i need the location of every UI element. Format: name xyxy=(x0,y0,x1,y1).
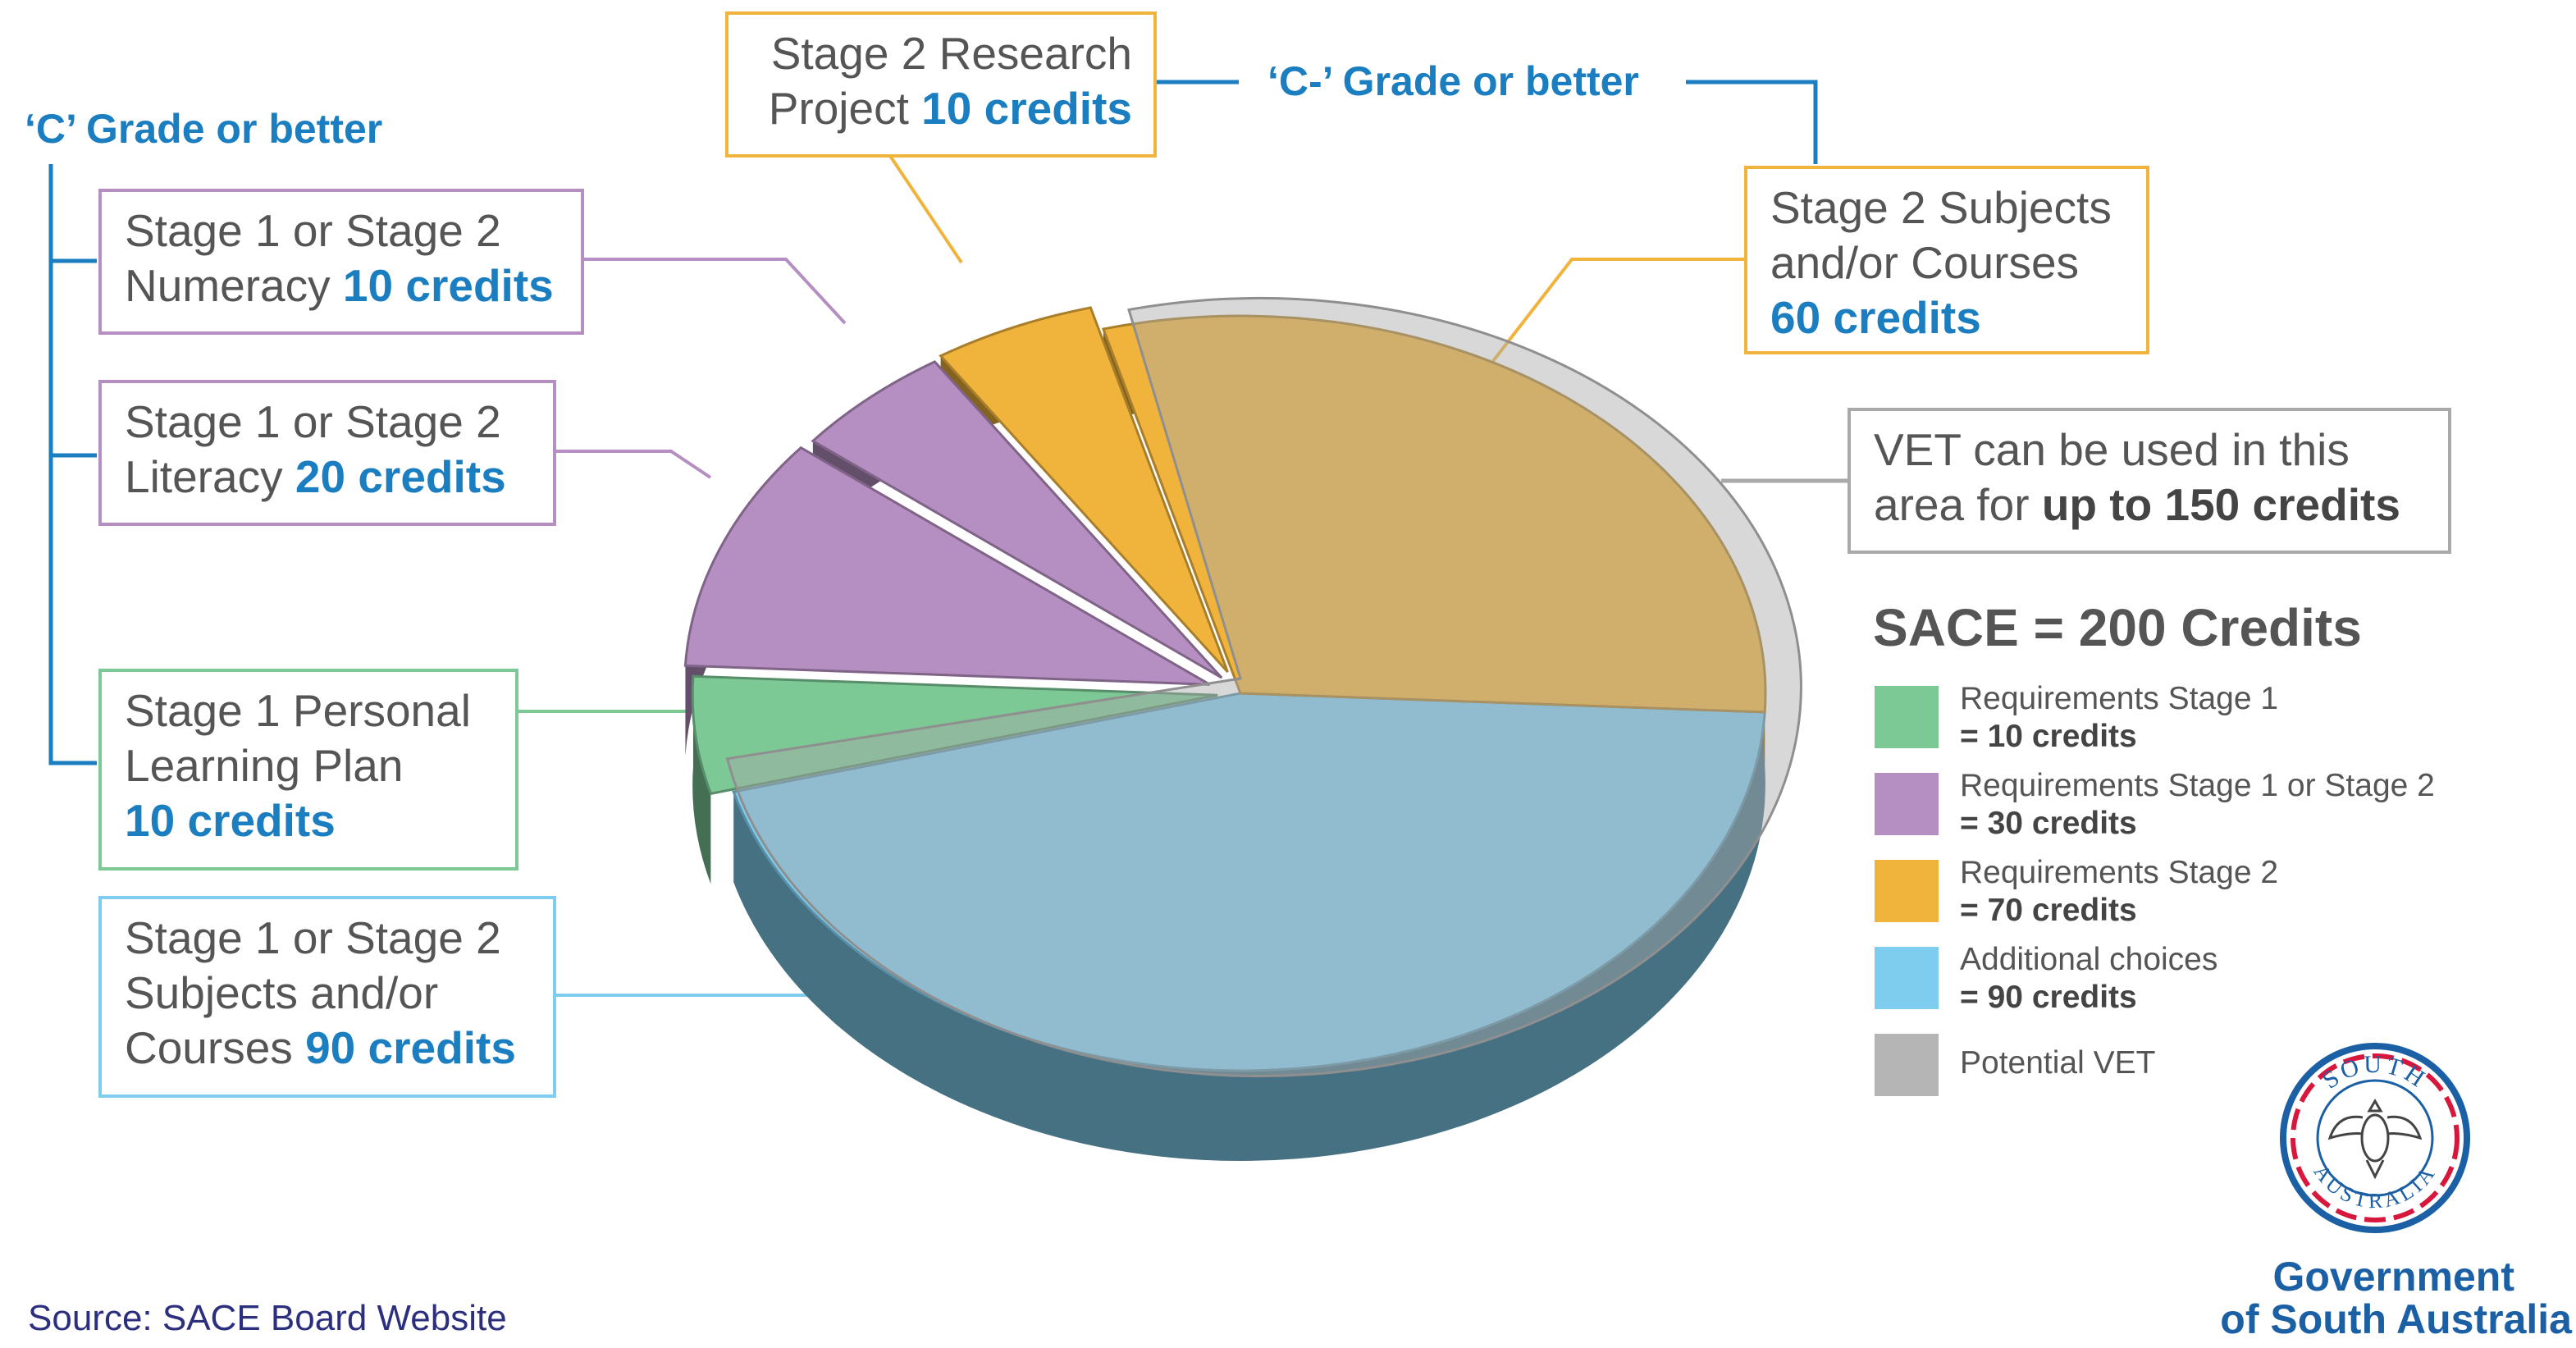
pie-slice xyxy=(939,306,1229,673)
stage2-line2: and/or Courses xyxy=(1770,237,2080,288)
pie-slice-wall xyxy=(692,676,711,884)
legend-value: = 90 credits xyxy=(1960,980,2137,1015)
callout-subjects-courses: Stage 1 or Stage 2 Subjects and/or Cours… xyxy=(98,896,556,1098)
c-minus-grade-label: ‘C-’ Grade or better xyxy=(1267,58,1639,104)
legend-swatch xyxy=(1875,947,1939,1009)
callout-research-project: Stage 2 Research Project 10 credits xyxy=(725,11,1157,158)
research-line1: Stage 2 Research xyxy=(770,28,1132,79)
legend-value: = 70 credits xyxy=(1960,893,2137,928)
callout-vet: VET can be used in this area for up to 1… xyxy=(1848,408,2451,554)
connector-numeracy xyxy=(584,258,847,325)
callout-stage2-subjects: Stage 2 Subjects and/or Courses 60 credi… xyxy=(1744,166,2149,354)
callout-numeracy: Stage 1 or Stage 2 Numeracy 10 credits xyxy=(98,189,584,335)
callout-connectors xyxy=(48,80,1848,997)
literacy-credits: 20 credits xyxy=(295,451,506,502)
subjects-line2: Subjects and/or xyxy=(125,967,439,1018)
legend-label: Requirements Stage 2 xyxy=(1960,855,2279,890)
legend-label: Requirements Stage 1 xyxy=(1960,681,2279,716)
callout-personal-learning-plan: Stage 1 Personal Learning Plan 10 credit… xyxy=(98,669,518,870)
subjects-line3: Courses xyxy=(125,1022,293,1073)
pie-slice-wall xyxy=(733,711,1765,1162)
legend-label: Requirements Stage 1 or Stage 2 xyxy=(1960,768,2435,803)
research-line2: Project xyxy=(768,83,909,134)
grade-bracket-left xyxy=(48,164,97,765)
legend-value: = 10 credits xyxy=(1960,719,2137,754)
south-australia-seal: SOUTH AUSTRALIA xyxy=(2280,1043,2470,1233)
plp-credits: 10 credits xyxy=(125,795,336,846)
callout-literacy: Stage 1 or Stage 2 Literacy 20 credits xyxy=(98,380,556,526)
stage2-credits: 60 credits xyxy=(1770,292,1981,343)
subjects-credits: 90 credits xyxy=(305,1022,516,1073)
government-wordmark: Government of South Australia xyxy=(2166,1255,2572,1341)
numeracy-credits: 10 credits xyxy=(342,260,554,311)
pie-slice xyxy=(691,674,1218,796)
piping-shrike-icon xyxy=(2327,1099,2423,1180)
gov-line2: of South Australia xyxy=(2220,1296,2572,1342)
research-credits: 10 credits xyxy=(921,83,1132,134)
legend-swatch xyxy=(1875,686,1939,748)
c-grade-label: ‘C’ Grade or better xyxy=(25,106,383,152)
legend-swatch xyxy=(1875,860,1939,922)
literacy-line1: Stage 1 or Stage 2 xyxy=(125,396,501,447)
pie-slice xyxy=(683,446,1211,686)
connector-literacy xyxy=(556,450,712,479)
plp-line1: Stage 1 Personal xyxy=(125,685,471,736)
pie-slice xyxy=(732,692,1766,1072)
legend-value: = 30 credits xyxy=(1960,806,2137,841)
legend-label: Potential VET xyxy=(1960,1045,2156,1081)
legend-swatch xyxy=(1875,1034,1939,1096)
source-note: Source: SACE Board Website xyxy=(28,1298,507,1338)
connector-stage2 xyxy=(1491,258,1744,363)
vet-overlay xyxy=(725,297,1802,1077)
vet-line2b: up to 150 credits xyxy=(2041,479,2400,530)
numeracy-line1: Stage 1 or Stage 2 xyxy=(125,205,501,256)
vet-line2a: area for xyxy=(1874,479,2030,530)
pie-slices xyxy=(683,297,1802,1162)
vet-line1: VET can be used in this xyxy=(1874,424,2350,475)
grade-line-top xyxy=(1157,80,1818,164)
connector-research xyxy=(888,154,963,264)
literacy-line2: Literacy xyxy=(125,451,283,502)
pie-slice xyxy=(1101,314,1767,714)
legend-swatch xyxy=(1875,773,1939,835)
legend-label: Additional choices xyxy=(1960,942,2218,977)
stage2-line1: Stage 2 Subjects xyxy=(1770,182,2112,233)
pie-slice xyxy=(811,360,1223,679)
subjects-line1: Stage 1 or Stage 2 xyxy=(125,912,501,963)
legend-title: SACE = 200 Credits xyxy=(1873,598,2362,657)
plp-line2: Learning Plan xyxy=(125,740,404,791)
gov-line1: Government xyxy=(2272,1254,2514,1300)
numeracy-line2: Numeracy xyxy=(125,260,331,311)
